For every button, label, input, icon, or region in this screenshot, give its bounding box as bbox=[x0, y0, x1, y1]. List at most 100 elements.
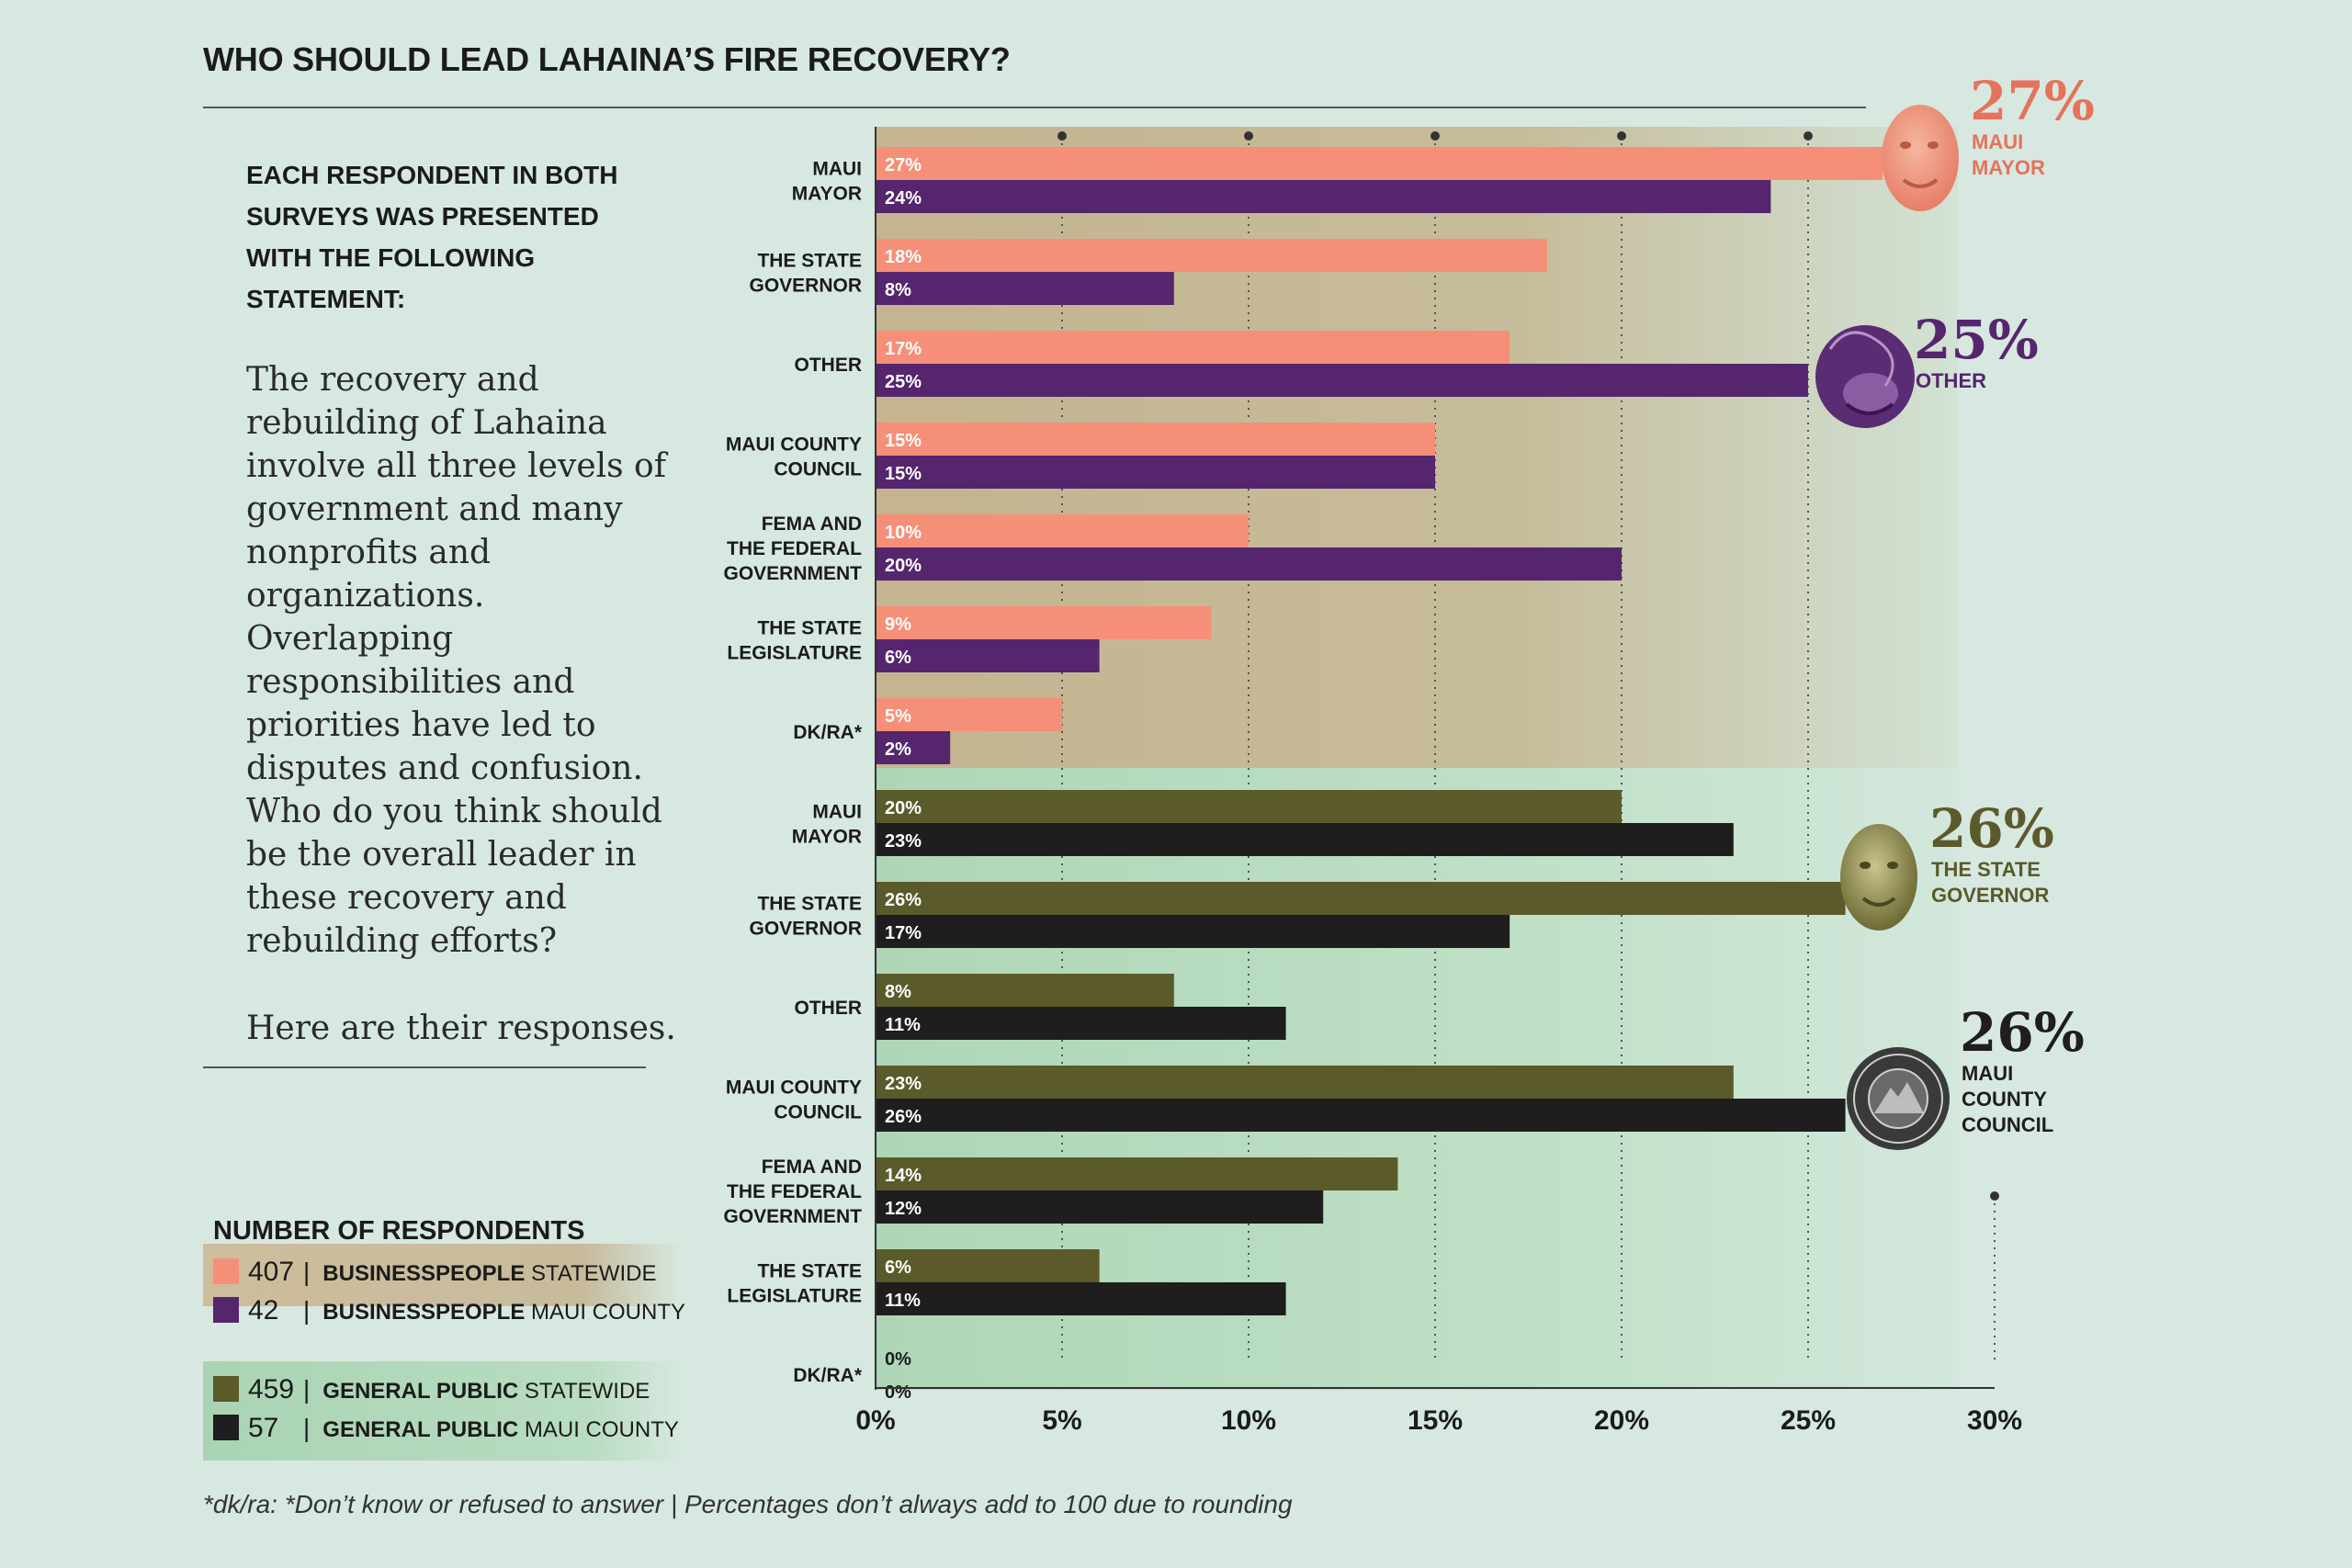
bar bbox=[876, 1066, 1734, 1099]
person-photo-icon bbox=[1840, 824, 1917, 931]
category-label: DK/RA* bbox=[793, 722, 862, 743]
bar bbox=[876, 1007, 1286, 1040]
x-axis: 0% 5% 10% 15% 20% 25% 30% bbox=[855, 127, 2022, 1436]
grid-dot bbox=[1430, 131, 1440, 141]
highlights: 27%MAUI MAYOR 25%OTHER 26%THE STATE GOVERNOR… bbox=[1914, 70, 2095, 1136]
category-label: MAYOR bbox=[792, 827, 862, 848]
x-tick-label: 0% bbox=[855, 1405, 895, 1436]
bar-value-label: 20% bbox=[885, 556, 922, 576]
bar-value-label: 23% bbox=[885, 1074, 922, 1094]
intro-heading-line: WITH THE FOLLOWING bbox=[246, 243, 536, 272]
x-tick-label: 10% bbox=[1221, 1405, 1276, 1436]
legend-group: GENERAL PUBLIC bbox=[322, 1379, 519, 1404]
bar-value-label: 24% bbox=[885, 188, 922, 209]
highlight-name: COUNCIL bbox=[1962, 1113, 2053, 1136]
bar-value-label: 5% bbox=[885, 706, 911, 727]
highlight-name: GOVERNOR bbox=[1931, 884, 2049, 907]
category-label: GOVERNMENT bbox=[723, 1206, 862, 1227]
bar bbox=[876, 1099, 1846, 1132]
legend-item: 57 | GENERAL PUBLIC MAUI COUNTY bbox=[213, 1413, 679, 1444]
bar bbox=[876, 606, 1212, 639]
intro-heading-line: STATEMENT: bbox=[246, 285, 406, 313]
legend-scope: STATEWIDE bbox=[531, 1261, 657, 1286]
legend-item: 407 | BUSINESSPEOPLE STATEWIDE bbox=[213, 1257, 656, 1288]
legend-band-general-public bbox=[203, 1361, 681, 1461]
highlight-percent: 27% bbox=[1970, 70, 2095, 132]
category-label: OTHER bbox=[795, 998, 863, 1019]
intro-body: The recovery and rebuilding of Lahaina i… bbox=[246, 358, 678, 1094]
bar-value-label: 9% bbox=[885, 615, 911, 635]
highlight-name: MAUI bbox=[1972, 130, 2023, 153]
bar bbox=[876, 456, 1435, 489]
highlight-icons bbox=[1815, 105, 1959, 1150]
bar bbox=[876, 731, 951, 764]
highlight-name: MAYOR bbox=[1972, 156, 2045, 179]
bar-value-label: 11% bbox=[885, 1015, 921, 1035]
title-divider bbox=[203, 107, 1866, 108]
intro-heading-line: EACH RESPONDENT IN BOTH bbox=[246, 161, 618, 189]
bar bbox=[876, 915, 1510, 948]
legend-scope: MAUI COUNTY bbox=[531, 1300, 686, 1325]
x-tick-label: 5% bbox=[1042, 1405, 1081, 1436]
highlight-name: THE STATE bbox=[1931, 858, 2041, 881]
category-label: MAUI COUNTY bbox=[726, 1077, 862, 1099]
bar bbox=[876, 272, 1174, 305]
bar bbox=[876, 1157, 1398, 1190]
bars: 27% 24% 18% 8% 17% 25% 15% 15% 10% 20% 9% 6% 5% 2% 20%… bbox=[876, 147, 1883, 1403]
intro-closing: Here are their responses. bbox=[246, 1010, 676, 1047]
grid-dot bbox=[1990, 1191, 1999, 1201]
category-label: THE STATE bbox=[757, 618, 862, 639]
survey-statement: The recovery and rebuilding of Lahaina i… bbox=[246, 361, 667, 960]
legend-count: 459 bbox=[248, 1374, 295, 1404]
bar bbox=[876, 180, 1771, 213]
bar bbox=[876, 423, 1435, 456]
intro-heading-line: SURVEYS WAS PRESENTED bbox=[246, 202, 599, 231]
highlight-percent: 26% bbox=[1929, 797, 2054, 860]
category-label: FEMA AND bbox=[762, 513, 862, 535]
bar bbox=[876, 147, 1883, 180]
category-label: GOVERNMENT bbox=[723, 563, 862, 584]
category-label: THE FEDERAL bbox=[727, 1181, 862, 1202]
bar bbox=[876, 514, 1249, 547]
bar-value-label: 12% bbox=[885, 1199, 922, 1219]
footnote: *dk/ra: *Don’t know or refused to answer… bbox=[203, 1490, 1293, 1518]
bar bbox=[876, 639, 1100, 672]
bar bbox=[876, 331, 1510, 364]
legend-scope: MAUI COUNTY bbox=[524, 1417, 679, 1442]
x-tick-label: 20% bbox=[1594, 1405, 1649, 1436]
legend-group: BUSINESSPEOPLE bbox=[322, 1300, 526, 1325]
bar-value-label: 0% bbox=[885, 1349, 911, 1370]
intro-heading: EACH RESPONDENT IN BOTH SURVEYS WAS PRES… bbox=[246, 154, 650, 320]
bar bbox=[876, 239, 1547, 272]
legend-count: 407 bbox=[248, 1257, 295, 1287]
county-seal-icon bbox=[1847, 1047, 1950, 1150]
legend-group: GENERAL PUBLIC bbox=[322, 1417, 519, 1442]
chart-title: WHO SHOULD LEAD LAHAINA’S FIRE RECOVERY? bbox=[203, 40, 1011, 78]
highlight-percent: 25% bbox=[1914, 309, 2039, 371]
legend-swatch bbox=[213, 1258, 239, 1284]
category-label: LEGISLATURE bbox=[727, 643, 862, 664]
bar-value-label: 26% bbox=[885, 1107, 922, 1127]
category-label: MAUI bbox=[812, 802, 862, 823]
category-label: OTHER bbox=[795, 355, 863, 376]
bar bbox=[876, 1249, 1100, 1282]
bar bbox=[876, 698, 1062, 731]
category-label: COUNCIL bbox=[774, 459, 862, 480]
highlight-name: OTHER bbox=[1916, 369, 1986, 392]
bar-value-label: 6% bbox=[885, 1258, 911, 1278]
bar-value-label: 6% bbox=[885, 648, 911, 668]
legend-count: 42 bbox=[248, 1295, 279, 1325]
category-label: COUNCIL bbox=[774, 1102, 862, 1123]
x-tick-label: 15% bbox=[1408, 1405, 1463, 1436]
bar bbox=[876, 1282, 1286, 1315]
bar-value-label: 18% bbox=[885, 247, 922, 267]
category-label: GOVERNOR bbox=[749, 276, 862, 297]
category-label: MAYOR bbox=[792, 184, 862, 205]
bar bbox=[876, 790, 1622, 823]
legend-group: BUSINESSPEOPLE bbox=[322, 1261, 526, 1286]
legend-title: NUMBER OF RESPONDENTS bbox=[213, 1216, 585, 1246]
bar-value-label: 14% bbox=[885, 1166, 922, 1186]
category-label: FEMA AND bbox=[762, 1156, 862, 1178]
bar-value-label: 11% bbox=[885, 1291, 921, 1311]
